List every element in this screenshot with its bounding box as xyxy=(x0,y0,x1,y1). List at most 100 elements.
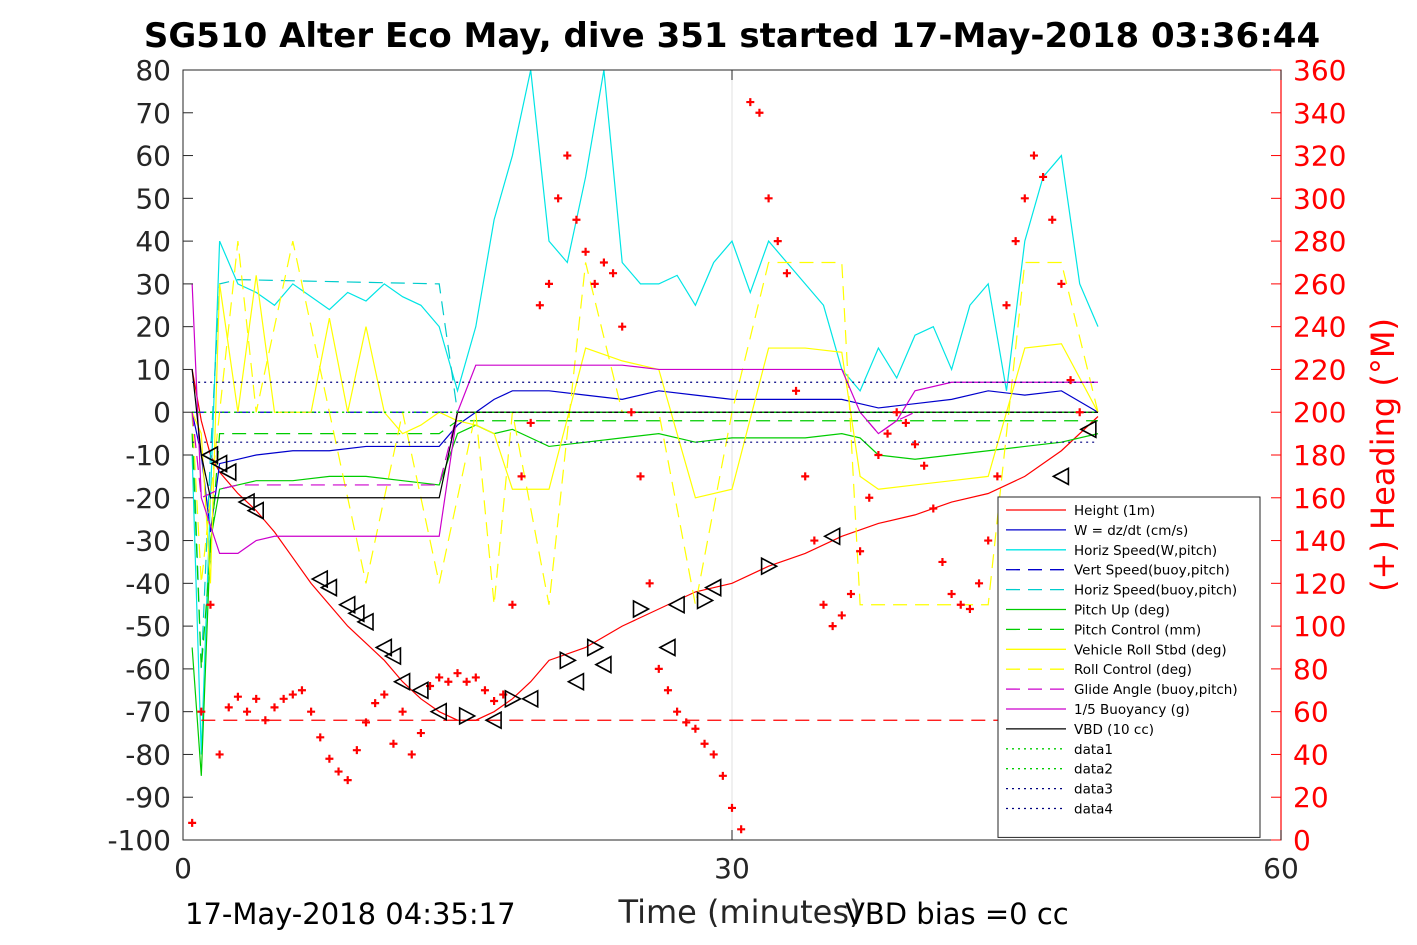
legend-entry: data1 xyxy=(1074,742,1113,758)
legend: Height (1m) W = dz/dt (cm/s) Horiz Speed(W… xyxy=(997,496,1261,838)
heading-marker xyxy=(645,579,654,588)
series-line-height-1m- xyxy=(191,369,1099,721)
heading-marker xyxy=(206,600,215,609)
heading-marker xyxy=(343,776,352,785)
heading-marker xyxy=(1075,408,1084,417)
depth-marker-left xyxy=(429,702,447,722)
series-line-pitch-control-mm- xyxy=(191,420,1098,669)
heading-marker xyxy=(444,677,453,686)
heading-marker xyxy=(526,418,535,427)
depth-marker-right xyxy=(559,650,577,670)
heading-marker xyxy=(636,472,645,481)
heading-marker xyxy=(856,547,865,556)
heading-marker xyxy=(993,472,1002,481)
y-tick-label: 0 xyxy=(153,396,171,429)
legend-entry: Pitch Control (mm) xyxy=(1074,622,1201,638)
y2-tick-label: 140 xyxy=(1293,525,1346,558)
y2-tick-label: 20 xyxy=(1293,781,1329,814)
depth-marker-left xyxy=(521,689,539,709)
y-tick-label: 80 xyxy=(135,54,171,87)
y-tick-label: 60 xyxy=(135,140,171,173)
heading-marker xyxy=(297,686,306,695)
heading-marker xyxy=(846,590,855,599)
y-tick-label: -30 xyxy=(125,525,171,558)
legend-entry: data4 xyxy=(1074,802,1113,818)
y-tick-label: 50 xyxy=(135,182,171,215)
depth-marker-left xyxy=(319,578,338,597)
depth-marker-left xyxy=(209,454,228,473)
series-line-1-5-buoyancy-g- xyxy=(191,283,1098,554)
y-tick-label: -40 xyxy=(125,567,171,600)
series-line-horiz-speed-w-pitch- xyxy=(191,69,1099,755)
y-tick-label: 20 xyxy=(135,311,171,344)
heading-marker xyxy=(947,590,956,599)
y2-tick-label: 180 xyxy=(1293,439,1346,472)
y2-tick-label: 40 xyxy=(1293,738,1329,771)
heading-marker xyxy=(1057,279,1066,288)
depth-marker-left xyxy=(374,638,393,657)
heading-marker xyxy=(828,622,837,631)
heading-marker xyxy=(975,579,984,588)
heading-marker xyxy=(599,258,608,267)
depth-marker-left xyxy=(356,612,374,632)
heading-marker xyxy=(984,536,993,545)
heading-marker xyxy=(535,301,544,310)
y-tick-label: -50 xyxy=(125,610,171,643)
legend-entry: data2 xyxy=(1074,762,1113,778)
y2-tick-label: 160 xyxy=(1293,482,1346,515)
heading-marker xyxy=(325,754,334,763)
heading-marker xyxy=(792,386,801,395)
y2-tick-label: 60 xyxy=(1293,696,1329,729)
heading-marker xyxy=(581,247,590,256)
heading-marker xyxy=(700,739,709,748)
heading-marker xyxy=(746,98,755,107)
legend-entry: Roll Control (deg) xyxy=(1074,662,1192,678)
series-layer xyxy=(188,69,1099,834)
legend-box xyxy=(997,496,1261,838)
depth-marker-left xyxy=(658,638,676,657)
legend-entry: W = dz/dt (cm/s) xyxy=(1074,523,1188,539)
y-tick-label: -20 xyxy=(125,482,171,515)
heading-marker xyxy=(233,692,242,701)
heading-marker xyxy=(1029,151,1038,160)
y-tick-label: 10 xyxy=(135,353,171,386)
heading-marker xyxy=(810,536,819,545)
y2-tick-label: 340 xyxy=(1293,97,1346,130)
legend-entry: Height (1m) xyxy=(1074,503,1155,519)
y-tick-label: 40 xyxy=(135,225,171,258)
y2-axis-label: (+) Heading (°M) xyxy=(1364,318,1402,592)
depth-marker-left xyxy=(310,569,329,589)
heading-marker xyxy=(590,279,599,288)
heading-marker xyxy=(718,771,727,780)
y2-tick-label: 80 xyxy=(1293,653,1329,686)
heading-marker xyxy=(545,279,553,288)
heading-marker xyxy=(920,461,929,470)
heading-marker xyxy=(874,451,883,459)
heading-marker xyxy=(1020,194,1029,203)
depth-marker-left xyxy=(237,492,255,512)
legend-entry: data3 xyxy=(1074,782,1113,798)
heading-marker xyxy=(462,677,471,686)
legend-entry: Vert Speed(buoy,pitch) xyxy=(1074,563,1230,579)
vbd-bias-label: VBD bias =0 cc xyxy=(845,897,1069,931)
heading-marker xyxy=(188,818,197,827)
heading-marker xyxy=(673,707,682,716)
depth-marker-left xyxy=(383,646,402,666)
heading-marker xyxy=(435,673,444,682)
heading-marker xyxy=(416,729,425,738)
y-tick-label: 30 xyxy=(135,268,171,301)
y2-tick-label: 300 xyxy=(1293,182,1346,215)
legend-entry: Vehicle Roll Stbd (deg) xyxy=(1074,642,1227,658)
heading-marker xyxy=(1011,237,1020,246)
heading-marker xyxy=(801,472,810,481)
y2-tick-label: 280 xyxy=(1293,225,1346,258)
heading-marker xyxy=(663,686,672,695)
heading-marker xyxy=(837,611,846,620)
heading-marker xyxy=(453,669,462,678)
heading-marker xyxy=(334,767,343,776)
series-line-w-dz-dt-cm-s- xyxy=(191,390,1099,533)
heading-marker xyxy=(627,408,636,417)
heading-marker xyxy=(288,690,297,699)
heading-marker xyxy=(929,504,938,513)
series-line-pitch-up-deg- xyxy=(191,424,1099,776)
